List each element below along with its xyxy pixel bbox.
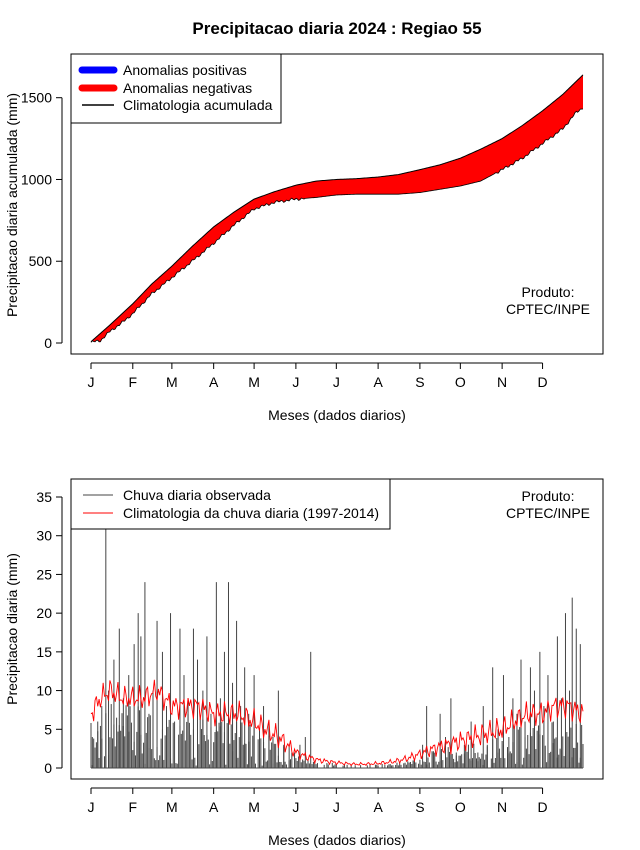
x-axis-label-daily: Meses (dados diarios) (268, 832, 406, 848)
x-axis-label-accumulated: Meses (dados diarios) (268, 407, 406, 423)
x-tick-label: M (166, 374, 178, 390)
product-source-daily: CPTEC/INPE (506, 505, 590, 521)
x-tick-label: A (373, 799, 383, 815)
legend-accumulated: Anomalias positivas Anomalias negativas … (70, 53, 282, 124)
x-tick-label: M (166, 799, 178, 815)
x-tick-label: F (129, 374, 138, 390)
y-axis-label-accumulated: Precipitacao diaria acumulada (mm) (4, 93, 20, 317)
chart-title: Precipitacao diaria 2024 : Regiao 55 (192, 19, 481, 38)
y-tick-label: 5 (44, 721, 52, 737)
climatology-accumulated-line (90, 74, 584, 343)
x-tick-label: J (333, 799, 340, 815)
x-tick-label: M (248, 374, 260, 390)
x-tick-label: D (537, 799, 547, 815)
legend-label-negative: Anomalias negativas (123, 80, 252, 96)
x-tick-label: S (415, 799, 424, 815)
legend-box-daily (70, 478, 391, 530)
y-axis-daily: 0 5 10 15 20 25 30 35 (36, 489, 63, 776)
product-source-accumulated: CPTEC/INPE (506, 301, 590, 317)
y-tick-label: 30 (36, 528, 52, 544)
x-tick-label: O (455, 799, 466, 815)
y-tick-label: 15 (36, 644, 52, 660)
y-tick-label: 25 (36, 566, 52, 582)
y-axis-accumulated: 0 500 1000 1500 (21, 90, 63, 351)
climatology-daily-line (90, 679, 584, 767)
x-tick-label: J (88, 799, 95, 815)
observed-accumulated-line (90, 108, 584, 343)
observed-daily-spikes (90, 527, 584, 769)
panel-daily: 0 5 10 15 20 25 30 35 J F M A M J J A S O N D Precipitacao… (4, 478, 604, 848)
legend-label-positive: Anomalias positivas (123, 62, 247, 78)
x-tick-label: M (248, 799, 260, 815)
legend-label-climatology: Climatologia acumulada (123, 97, 273, 113)
x-tick-label: N (497, 374, 507, 390)
x-tick-label: O (455, 374, 466, 390)
x-tick-label: A (209, 799, 219, 815)
x-tick-label: A (373, 374, 383, 390)
y-tick-label: 0 (44, 335, 52, 351)
legend-label-observed: Chuva diaria observada (123, 487, 271, 503)
product-label-accumulated: Produto: (522, 284, 575, 300)
product-label-daily: Produto: (522, 488, 575, 504)
y-axis-label-daily: Precipitacao diaria (mm) (4, 553, 20, 705)
y-tick-label: 10 (36, 683, 52, 699)
y-tick-label: 1000 (21, 171, 52, 187)
x-tick-label: J (88, 374, 95, 390)
y-tick-label: 20 (36, 605, 52, 621)
x-tick-label: J (292, 374, 299, 390)
y-tick-label: 1500 (21, 90, 52, 106)
y-tick-label: 500 (29, 253, 53, 269)
y-tick-label: 0 (44, 760, 52, 776)
legend-daily: Chuva diaria observada Climatologia da c… (70, 478, 391, 530)
x-tick-label: S (415, 374, 424, 390)
y-tick-label: 35 (36, 489, 52, 505)
x-tick-label: J (292, 799, 299, 815)
x-tick-label: J (333, 374, 340, 390)
legend-label-climatology-daily: Climatologia da chuva diaria (1997-2014) (123, 505, 379, 521)
x-tick-label: F (129, 799, 138, 815)
x-tick-label: D (537, 374, 547, 390)
x-tick-label: N (497, 799, 507, 815)
plot-frame-accumulated (70, 53, 604, 355)
x-tick-label: A (209, 374, 219, 390)
panel-accumulated: 0 500 1000 1500 J F M A M J J A S O N D Precipitacao d… (4, 53, 604, 423)
